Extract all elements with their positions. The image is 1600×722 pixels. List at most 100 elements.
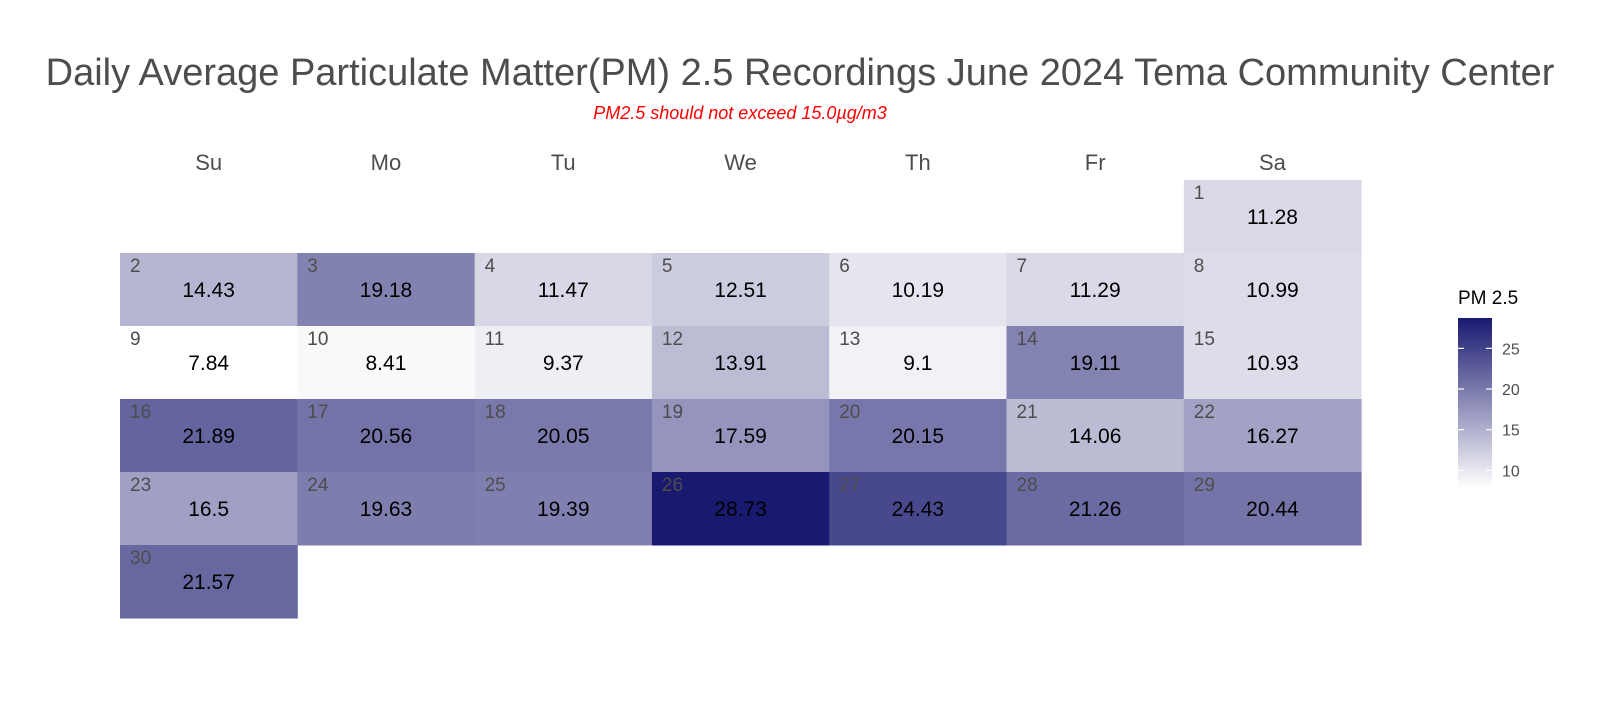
day-value-label: 13.91 xyxy=(714,352,767,375)
day-cell xyxy=(120,253,298,327)
day-value-label: 19.18 xyxy=(360,279,413,302)
day-cell xyxy=(297,399,476,473)
day-cell xyxy=(1183,326,1362,400)
day-value-label: 28.73 xyxy=(714,498,767,521)
day-value-label: 17.59 xyxy=(714,425,767,448)
day-value-label: 11.28 xyxy=(1247,206,1298,229)
day-number: 16 xyxy=(130,402,151,423)
day-value-label: 16.27 xyxy=(1246,425,1299,448)
day-cell xyxy=(297,253,476,327)
day-number: 1 xyxy=(1194,183,1205,204)
day-value-label: 21.89 xyxy=(182,425,235,448)
day-value-label: 20.56 xyxy=(360,425,413,448)
day-number: 11 xyxy=(485,329,505,350)
day-cell xyxy=(474,326,653,400)
day-number: 12 xyxy=(662,329,683,350)
weekday-label: Th xyxy=(905,150,931,175)
day-number: 26 xyxy=(662,475,683,496)
day-number: 13 xyxy=(839,329,860,350)
day-number: 21 xyxy=(1017,402,1038,423)
day-cell xyxy=(297,326,476,400)
day-number: 7 xyxy=(1017,256,1028,277)
day-number: 23 xyxy=(130,475,151,496)
day-number: 17 xyxy=(307,402,328,423)
day-value-label: 9.37 xyxy=(543,352,584,375)
day-number: 14 xyxy=(1017,329,1039,350)
day-number: 4 xyxy=(485,256,496,277)
weekday-label: Sa xyxy=(1259,150,1287,175)
day-value-label: 19.11 xyxy=(1070,352,1121,375)
day-cell xyxy=(829,253,1007,327)
day-cell xyxy=(1183,472,1362,546)
day-cell xyxy=(474,472,653,546)
weekday-label: We xyxy=(724,150,757,175)
day-number: 28 xyxy=(1017,475,1038,496)
day-value-label: 16.5 xyxy=(188,498,229,521)
day-number: 25 xyxy=(485,475,506,496)
day-number: 2 xyxy=(130,256,141,277)
day-cell xyxy=(651,326,830,400)
day-number: 19 xyxy=(662,402,683,423)
day-cell xyxy=(474,253,653,327)
day-cell xyxy=(651,253,830,327)
day-value-label: 8.41 xyxy=(366,352,407,375)
day-number: 3 xyxy=(307,256,318,277)
weekday-label: Tu xyxy=(551,150,576,175)
day-value-label: 12.51 xyxy=(714,279,767,302)
day-cell xyxy=(474,399,653,473)
day-cell xyxy=(297,472,476,546)
day-number: 8 xyxy=(1194,256,1205,277)
day-value-label: 24.43 xyxy=(892,498,945,521)
day-value-label: 19.63 xyxy=(360,498,413,521)
chart-title: Daily Average Particulate Matter(PM) 2.5… xyxy=(45,52,1555,94)
day-value-label: 10.99 xyxy=(1246,279,1299,302)
day-value-label: 7.84 xyxy=(188,352,229,375)
day-number: 15 xyxy=(1194,329,1215,350)
weekday-label: Fr xyxy=(1085,150,1106,175)
day-cell xyxy=(1183,253,1362,327)
legend-colorbar xyxy=(1458,318,1492,488)
legend-title: PM 2.5 xyxy=(1458,288,1518,309)
day-cell xyxy=(1183,399,1362,473)
day-value-label: 10.19 xyxy=(892,279,945,302)
day-number: 6 xyxy=(839,256,850,277)
day-cell xyxy=(1183,180,1362,254)
day-value-label: 21.57 xyxy=(182,571,235,594)
day-cell xyxy=(120,399,298,473)
day-number: 27 xyxy=(839,475,860,496)
legend-tick-label: 20 xyxy=(1502,382,1520,399)
day-cell xyxy=(120,545,298,619)
day-number: 20 xyxy=(839,402,860,423)
day-value-label: 20.15 xyxy=(892,425,945,448)
day-value-label: 14.06 xyxy=(1069,425,1122,448)
day-cell xyxy=(120,326,298,400)
day-number: 30 xyxy=(130,548,151,569)
day-cell xyxy=(829,326,1007,400)
day-value-label: 11.47 xyxy=(538,279,589,302)
day-value-label: 14.43 xyxy=(182,279,235,302)
legend-tick-label: 15 xyxy=(1502,423,1520,440)
day-cell xyxy=(651,399,830,473)
legend-tick-label: 25 xyxy=(1502,341,1520,358)
day-cell xyxy=(651,472,830,546)
day-value-label: 11.29 xyxy=(1070,279,1121,302)
weekday-label: Su xyxy=(195,150,222,175)
day-value-label: 20.44 xyxy=(1246,498,1299,521)
day-number: 9 xyxy=(130,329,141,350)
day-number: 18 xyxy=(485,402,506,423)
day-number: 5 xyxy=(662,256,673,277)
day-value-label: 21.26 xyxy=(1069,498,1122,521)
day-value-label: 20.05 xyxy=(537,425,590,448)
day-cell xyxy=(120,472,298,546)
day-cell xyxy=(1006,472,1185,546)
legend-tick-label: 10 xyxy=(1502,463,1520,480)
day-number: 29 xyxy=(1194,475,1215,496)
day-cell xyxy=(829,472,1007,546)
day-number: 22 xyxy=(1194,402,1215,423)
day-number: 10 xyxy=(307,329,328,350)
day-value-label: 19.39 xyxy=(537,498,590,521)
day-cell xyxy=(1006,399,1185,473)
day-value-label: 9.1 xyxy=(903,352,932,375)
weekday-label: Mo xyxy=(371,150,402,175)
